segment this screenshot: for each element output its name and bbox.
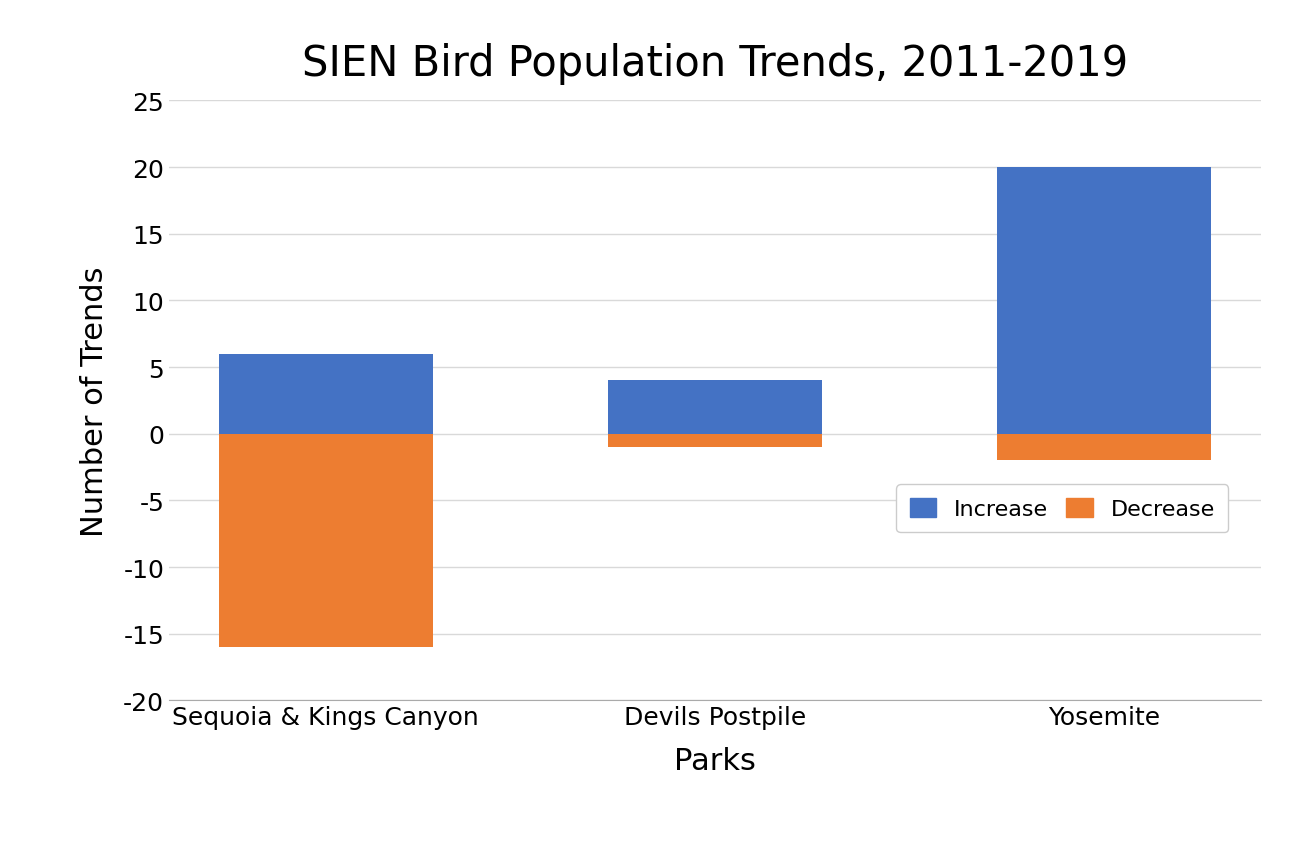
Bar (997, 168, 1212, 434)
Title: SIEN Bird Population Trends, 2011-2019: SIEN Bird Population Trends, 2011-2019 (302, 43, 1128, 85)
X-axis label: Parks: Parks (675, 746, 755, 775)
Bar (608, 381, 822, 434)
Bar (608, 434, 822, 447)
Bar (218, 354, 433, 434)
Legend: Increase, Decrease: Increase, Decrease (896, 484, 1228, 533)
Bar (218, 434, 433, 647)
Bar (997, 434, 1212, 461)
Y-axis label: Number of Trends: Number of Trends (81, 266, 109, 536)
